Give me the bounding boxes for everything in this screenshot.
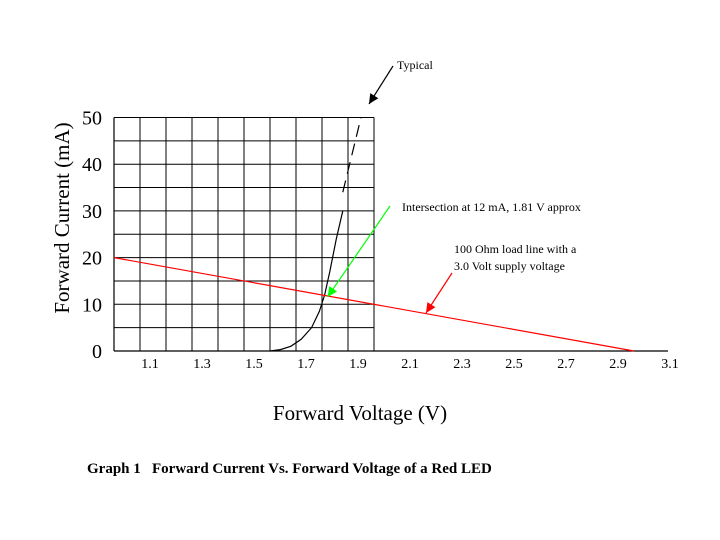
x-tick-label: 2.5 xyxy=(505,357,523,372)
grid xyxy=(113,117,375,352)
x-tick-label: 2.1 xyxy=(401,357,419,372)
tick-labels: 1.1 1.3 1.5 1.7 1.9 2.1 2.3 2.5 2.7 2.9 3.1 0 10 20 30… xyxy=(82,108,679,373)
x-axis-label: Forward Voltage (V) xyxy=(273,401,447,425)
intersection-arrow-shaft xyxy=(327,205,391,298)
y-tick-label: 20 xyxy=(82,248,102,270)
y-tick-label: 40 xyxy=(82,154,102,176)
x-tick-label: 1.3 xyxy=(193,357,211,372)
y-tick-label: 50 xyxy=(82,108,102,130)
annotation-typical: Typical xyxy=(397,58,433,72)
annotation-arrows xyxy=(327,65,453,314)
x-tick-label: 2.9 xyxy=(609,357,627,372)
intersection-arrow-head xyxy=(327,286,338,297)
series-layer xyxy=(113,117,635,352)
load-line-arrow-head xyxy=(426,302,436,313)
x-tick-label: 1.5 xyxy=(245,357,263,372)
x-tick-label: 1.7 xyxy=(297,357,315,372)
typical-curve-dashed xyxy=(342,117,362,193)
x-tick-label: 3.1 xyxy=(661,357,679,372)
axes xyxy=(113,117,668,352)
y-tick-label: 0 xyxy=(92,341,102,363)
load-line-arrow xyxy=(425,272,453,314)
y-axis-label: Forward Current (mA) xyxy=(50,122,74,313)
typical-arrow xyxy=(368,65,394,105)
typical-curve xyxy=(269,210,344,352)
intersection-arrow xyxy=(327,205,391,298)
x-tick-label: 2.3 xyxy=(453,357,471,372)
y-tick-label: 10 xyxy=(82,294,102,316)
chart-caption: Graph 1 Forward Current Vs. Forward Volt… xyxy=(87,461,492,477)
annotation-load-line-2: 3.0 Volt supply voltage xyxy=(454,259,565,273)
x-tick-label: 1.1 xyxy=(141,357,159,372)
annotation-load-line-1: 100 Ohm load line with a xyxy=(454,242,577,256)
x-tick-label: 1.9 xyxy=(349,357,367,372)
y-tick-label: 30 xyxy=(82,201,102,223)
annotation-intersection: Intersection at 12 mA, 1.81 V approx xyxy=(402,200,581,214)
typical-arrow-head xyxy=(369,93,379,104)
load-line xyxy=(113,257,635,352)
x-tick-label: 2.7 xyxy=(557,357,575,372)
